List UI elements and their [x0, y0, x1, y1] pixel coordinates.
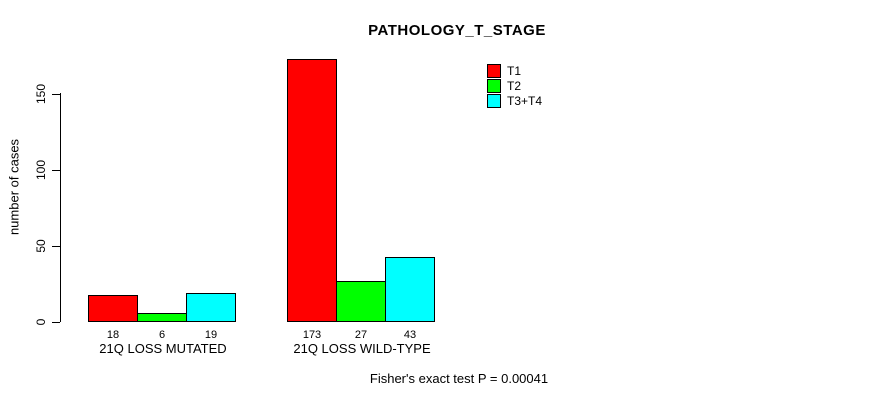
category-label: 21Q LOSS MUTATED: [99, 341, 227, 356]
bar-value-label: 18: [106, 329, 120, 341]
bar-t1: [287, 59, 337, 322]
category-label: 21Q LOSS WILD-TYPE: [293, 341, 431, 356]
y-axis-label: number of cases: [6, 138, 22, 236]
legend-swatch: [487, 78, 501, 93]
legend-swatch: [487, 93, 501, 108]
bar-t2: [336, 281, 386, 322]
bar-t3-t4: [186, 293, 236, 322]
y-tick-label: 50: [34, 239, 48, 253]
bar-t3-t4: [385, 257, 435, 322]
y-tick-label: 150: [34, 83, 48, 105]
y-tick-label: 100: [34, 159, 48, 181]
bar-value-label: 173: [302, 329, 322, 341]
y-tick-mark: [52, 246, 60, 247]
legend-row: T3+T4: [487, 93, 542, 108]
bar-t1: [88, 295, 138, 322]
bar-value-label: 43: [403, 329, 417, 341]
y-tick-mark: [52, 94, 60, 95]
legend-label: T3+T4: [507, 93, 543, 108]
legend-label: T1: [507, 63, 522, 78]
y-tick-mark: [52, 322, 60, 323]
legend-row: T2: [487, 78, 542, 93]
legend: T1 T2 T3+T4: [487, 63, 542, 108]
chart-title: PATHOLOGY_T_STAGE: [368, 22, 546, 39]
annotation-fisher-test: Fisher's exact test P = 0.00041: [369, 371, 549, 386]
y-tick-label: 0: [34, 318, 48, 326]
legend-row: T1: [487, 63, 542, 78]
bar-value-label: 6: [158, 329, 166, 341]
legend-swatch: [487, 63, 501, 78]
legend-label: T2: [507, 78, 522, 93]
bar-value-label: 19: [204, 329, 218, 341]
y-tick-mark: [52, 170, 60, 171]
bar-value-label: 27: [354, 329, 368, 341]
y-axis-line: [60, 93, 61, 322]
bar-t2: [137, 313, 187, 322]
